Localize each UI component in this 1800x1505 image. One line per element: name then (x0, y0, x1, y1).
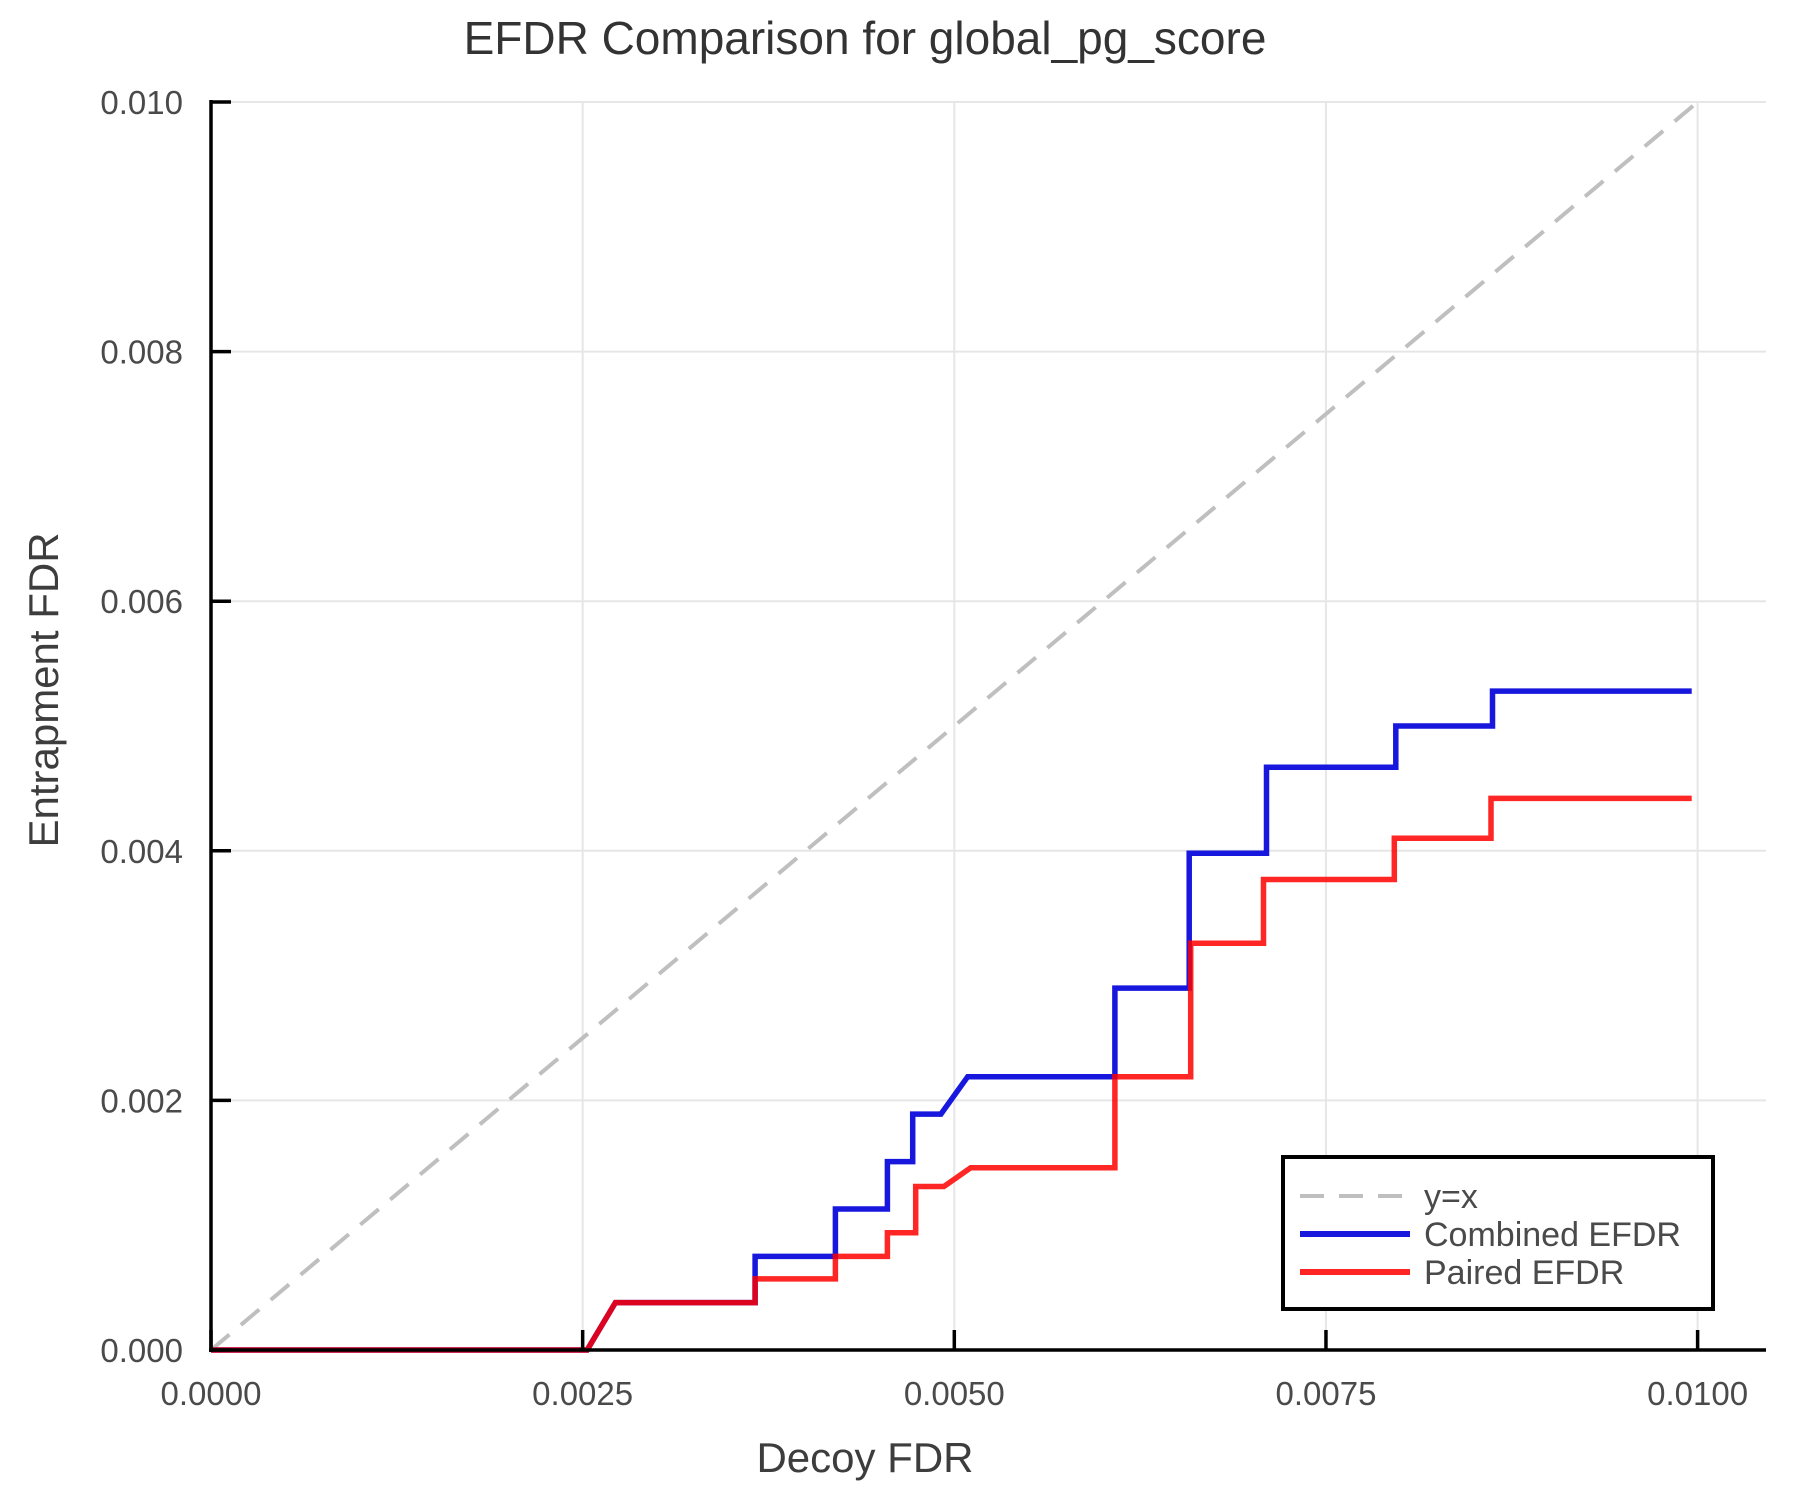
y-tick-label: 0.002 (100, 1082, 183, 1119)
grid-lines (211, 101, 1766, 1350)
x-tick-label: 0.0050 (904, 1375, 1005, 1412)
tick-labels: 0.0000 0.0025 0.0050 0.0075 0.0100 0.000 0.002… (100, 84, 1748, 1412)
y-tick-label: 0.000 (100, 1332, 183, 1369)
series-line-1 (211, 688, 1692, 1353)
x-tick-label: 0.0075 (1275, 1375, 1376, 1412)
legend-label-yx: y=x (1424, 1178, 1478, 1216)
x-tick-label: 0.0100 (1647, 1375, 1748, 1412)
data-series (209, 104, 1695, 1353)
y-axis-label: Entrapment FDR (20, 532, 67, 847)
legend: y=x Combined EFDR Paired EFDR (1281, 1155, 1715, 1311)
y-tick-label: 0.010 (100, 84, 183, 121)
legend-label-combined: Combined EFDR (1424, 1216, 1681, 1254)
x-axis-label: Decoy FDR (756, 1434, 973, 1481)
y-tick-label: 0.006 (100, 583, 183, 620)
axes (209, 100, 1766, 1352)
y-tick-label: 0.004 (100, 833, 183, 870)
legend-label-paired: Paired EFDR (1424, 1254, 1624, 1292)
chart-title: EFDR Comparison for global_pg_score (464, 12, 1267, 64)
y-tick-label: 0.008 (100, 334, 183, 371)
series-line-2 (211, 795, 1692, 1353)
series-line-0 (209, 104, 1695, 1352)
x-tick-label: 0.0000 (161, 1375, 262, 1412)
x-tick-label: 0.0025 (532, 1375, 633, 1412)
